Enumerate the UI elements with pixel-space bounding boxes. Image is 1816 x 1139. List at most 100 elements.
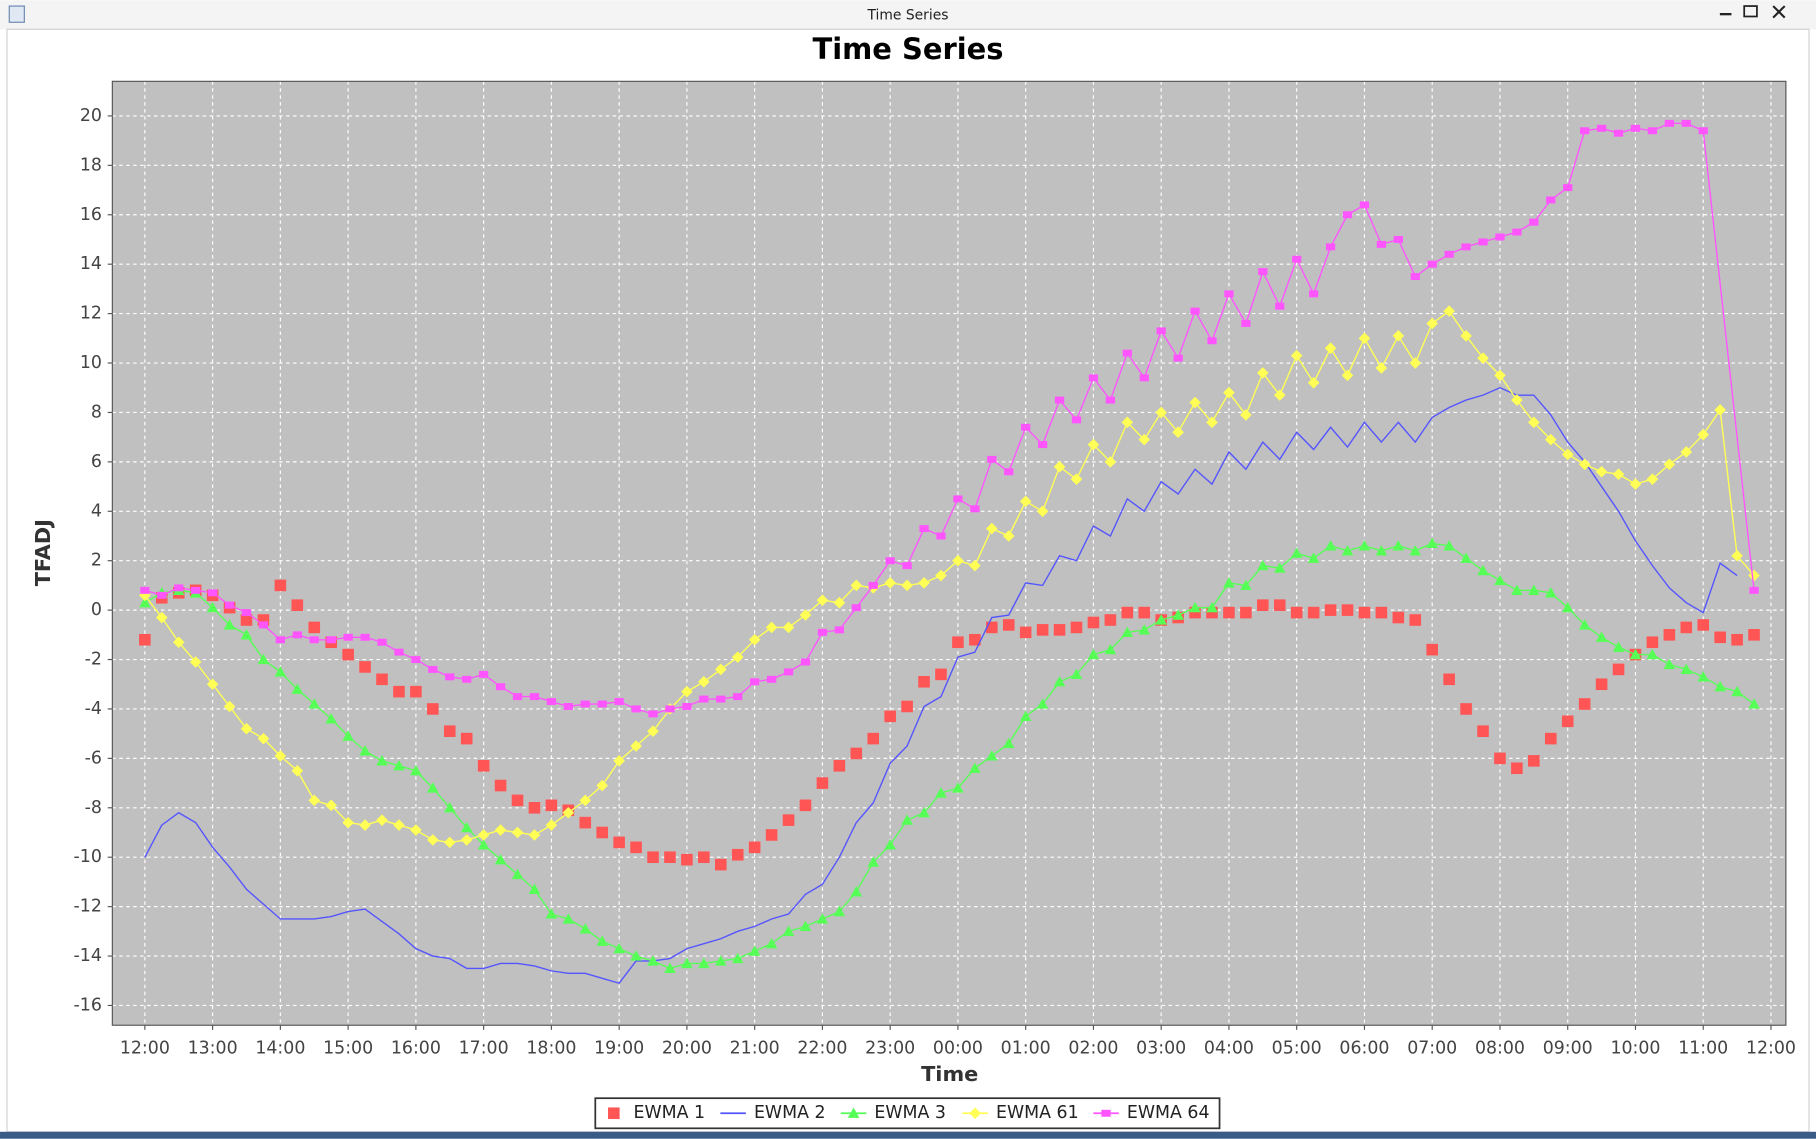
square-marker: [494, 779, 507, 792]
diamond-marker: [511, 826, 524, 839]
square-marker: [240, 614, 253, 626]
rect-marker: [1444, 250, 1454, 258]
triangle-marker: [681, 957, 693, 969]
rect-marker: [614, 698, 624, 706]
rect-marker: [309, 636, 319, 644]
triangle-marker: [1002, 737, 1015, 749]
triangle-marker: [782, 925, 795, 936]
triangle-marker: [1460, 552, 1472, 563]
triangle-marker: [562, 913, 575, 924]
x-tick-label: 13:00: [188, 1038, 238, 1058]
rect-marker: [682, 703, 692, 710]
rect-marker: [1088, 374, 1099, 382]
square-marker: [1324, 604, 1337, 616]
square-marker: [613, 836, 625, 849]
triangle-marker: [867, 856, 880, 867]
square-marker: [1511, 762, 1523, 775]
rect-marker: [1698, 127, 1708, 135]
square-marker: [1426, 643, 1438, 656]
triangle-marker: [765, 937, 778, 949]
rect-marker: [936, 532, 946, 540]
close-button[interactable]: [1772, 5, 1786, 19]
square-marker: [545, 799, 558, 812]
diamond-marker: [1290, 349, 1303, 362]
diamond-marker: [1375, 362, 1388, 374]
rect-marker: [1173, 354, 1183, 362]
triangle-marker: [274, 666, 287, 677]
triangle-marker: [731, 952, 744, 964]
rect-marker: [817, 628, 828, 636]
triangle-marker: [1663, 658, 1676, 670]
diamond-marker: [1240, 409, 1252, 421]
x-tick-label: 11:00: [1678, 1038, 1728, 1058]
triangle-marker: [1240, 579, 1252, 591]
square-marker: [1612, 663, 1625, 676]
triangle-marker: [460, 821, 473, 833]
square-marker: [1443, 673, 1455, 686]
x-tick-label: 08:00: [1475, 1038, 1525, 1058]
triangle-marker: [1528, 584, 1540, 595]
diamond-marker: [1680, 446, 1693, 458]
diamond-marker: [1019, 495, 1032, 508]
rect-marker: [1580, 127, 1590, 135]
triangle-marker: [257, 653, 270, 665]
y-tick-label: -12: [74, 897, 102, 917]
diamond-marker: [1206, 416, 1218, 429]
taskbar: [0, 1131, 1816, 1139]
square-marker: [1494, 752, 1506, 765]
diamond-marker: [1409, 357, 1422, 369]
diamond-marker: [969, 559, 981, 572]
square-marker: [1748, 629, 1760, 641]
rect-marker: [868, 581, 878, 589]
triangle-marker: [1257, 559, 1269, 571]
diamond-marker: [833, 596, 846, 609]
y-tick-label: 8: [91, 402, 102, 422]
triangle-marker: [850, 886, 863, 897]
rect-marker: [1478, 238, 1488, 246]
triangle-marker: [1189, 601, 1201, 613]
x-tick-label: 10:00: [1610, 1038, 1660, 1058]
diamond-marker: [1748, 569, 1760, 582]
diamond-marker: [1663, 458, 1676, 471]
rect-marker: [1101, 1109, 1111, 1117]
rect-marker: [462, 675, 472, 683]
diamond-marker: [460, 834, 473, 846]
rect-marker: [1664, 119, 1674, 127]
triangle-marker: [596, 935, 609, 946]
diamond-marker: [1087, 438, 1100, 451]
triangle-marker: [1392, 540, 1405, 551]
x-tick-label: 02:00: [1068, 1038, 1118, 1058]
rect-marker: [1749, 586, 1759, 594]
diamond-marker: [1273, 389, 1286, 401]
maximize-button[interactable]: [1743, 5, 1758, 18]
x-tick-label: 20:00: [662, 1038, 712, 1058]
triangle-marker: [1121, 626, 1134, 637]
square-marker: [884, 710, 896, 723]
triangle-marker: [664, 962, 676, 974]
diamond-marker: [528, 829, 541, 841]
square-marker: [579, 816, 592, 829]
diamond-marker: [1121, 416, 1134, 429]
legend-label: EWMA 2: [754, 1103, 826, 1123]
diamond-marker: [1544, 433, 1557, 446]
rect-marker: [716, 695, 726, 703]
square-marker: [1002, 619, 1015, 631]
rect-marker: [919, 525, 929, 533]
y-tick-label: 10: [80, 353, 102, 373]
rect-marker: [394, 648, 404, 656]
triangle-marker: [1477, 564, 1489, 576]
square-marker: [1578, 698, 1591, 710]
square-marker: [1714, 631, 1726, 644]
rect-marker: [207, 589, 218, 597]
rect-marker: [1224, 290, 1234, 298]
triangle-marker: [1155, 614, 1167, 625]
diamond-marker: [1036, 505, 1049, 518]
rect-marker: [1563, 184, 1573, 192]
diamond-marker: [1561, 448, 1574, 461]
rect-marker: [648, 710, 658, 718]
rect-marker: [733, 693, 743, 701]
diamond-marker: [630, 740, 642, 752]
triangle-marker: [1443, 540, 1455, 551]
